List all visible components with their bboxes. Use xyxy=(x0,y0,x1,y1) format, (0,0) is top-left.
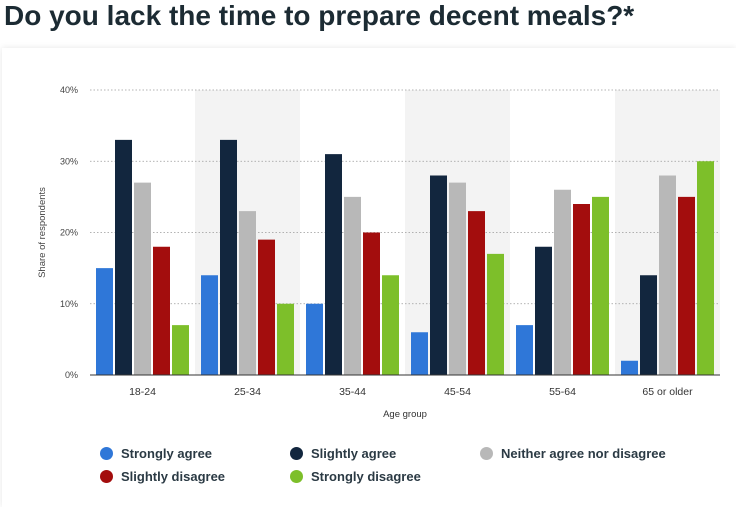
legend-item[interactable]: Slightly agree xyxy=(290,446,396,461)
legend-label: Slightly agree xyxy=(311,446,397,461)
bar xyxy=(306,303,323,375)
bar xyxy=(411,332,428,375)
legend-dot-icon xyxy=(100,447,113,460)
bar xyxy=(592,196,609,375)
bar xyxy=(153,246,170,375)
legend-item[interactable]: Neither agree nor disagree xyxy=(480,446,666,461)
bar xyxy=(487,253,504,375)
bar xyxy=(201,275,218,375)
legend-dot-icon xyxy=(480,447,493,460)
bar xyxy=(697,161,714,375)
bar xyxy=(239,211,256,375)
legend-label: Slightly disagree xyxy=(121,469,226,484)
bar xyxy=(573,204,590,375)
bar xyxy=(640,275,657,375)
bar xyxy=(220,139,237,375)
y-tick-label: 30% xyxy=(60,156,78,166)
x-tick-label: 55-64 xyxy=(549,386,576,398)
y-tick-label: 10% xyxy=(60,299,78,309)
bar xyxy=(258,239,275,375)
bar xyxy=(363,232,380,375)
page-title: Do you lack the time to prepare decent m… xyxy=(4,0,635,31)
legend-item[interactable]: Slightly disagree xyxy=(100,469,225,484)
x-tick-label: 65 or older xyxy=(642,386,693,398)
bar xyxy=(382,275,399,375)
legend-label: Strongly disagree xyxy=(311,469,421,484)
bar-chart: 0% 10% 20% 30% 40% 18-24 25-34 35-44 45-54 55-64 6… xyxy=(37,85,720,420)
legend-label: Strongly agree xyxy=(121,446,213,461)
chart-card: 0% 10% 20% 30% 40% 18-24 25-34 35-44 45-54 55-64 6… xyxy=(2,48,736,507)
bar xyxy=(430,175,447,375)
bar xyxy=(554,189,571,375)
legend-dot-icon xyxy=(290,447,303,460)
bar xyxy=(516,325,533,375)
bar xyxy=(277,303,294,375)
bar xyxy=(134,182,151,375)
y-tick-label: 0% xyxy=(65,370,78,380)
x-tick-label: 35-44 xyxy=(339,386,366,398)
legend-dot-icon xyxy=(100,470,113,483)
legend-item[interactable]: Strongly disagree xyxy=(290,469,421,484)
bar xyxy=(468,211,485,375)
bar xyxy=(344,196,361,375)
x-tick-label: 45-54 xyxy=(444,386,471,398)
legend-item[interactable]: Strongly agree xyxy=(100,446,212,461)
bar xyxy=(325,154,342,375)
x-tick-label: 25-34 xyxy=(234,386,261,398)
bar xyxy=(659,175,676,375)
y-tick-label: 20% xyxy=(60,228,78,238)
bar xyxy=(449,182,466,375)
y-tick-label: 40% xyxy=(60,85,78,95)
legend-dot-icon xyxy=(290,470,303,483)
bar xyxy=(96,268,113,375)
bar xyxy=(115,139,132,375)
bar xyxy=(172,325,189,375)
y-axis-label: Share of respondents xyxy=(37,187,48,278)
x-axis-label: Age group xyxy=(383,409,427,420)
bar xyxy=(621,360,638,375)
bar xyxy=(535,246,552,375)
x-tick-label: 18-24 xyxy=(129,386,156,398)
legend-label: Neither agree nor disagree xyxy=(501,446,666,461)
bar xyxy=(678,196,695,375)
